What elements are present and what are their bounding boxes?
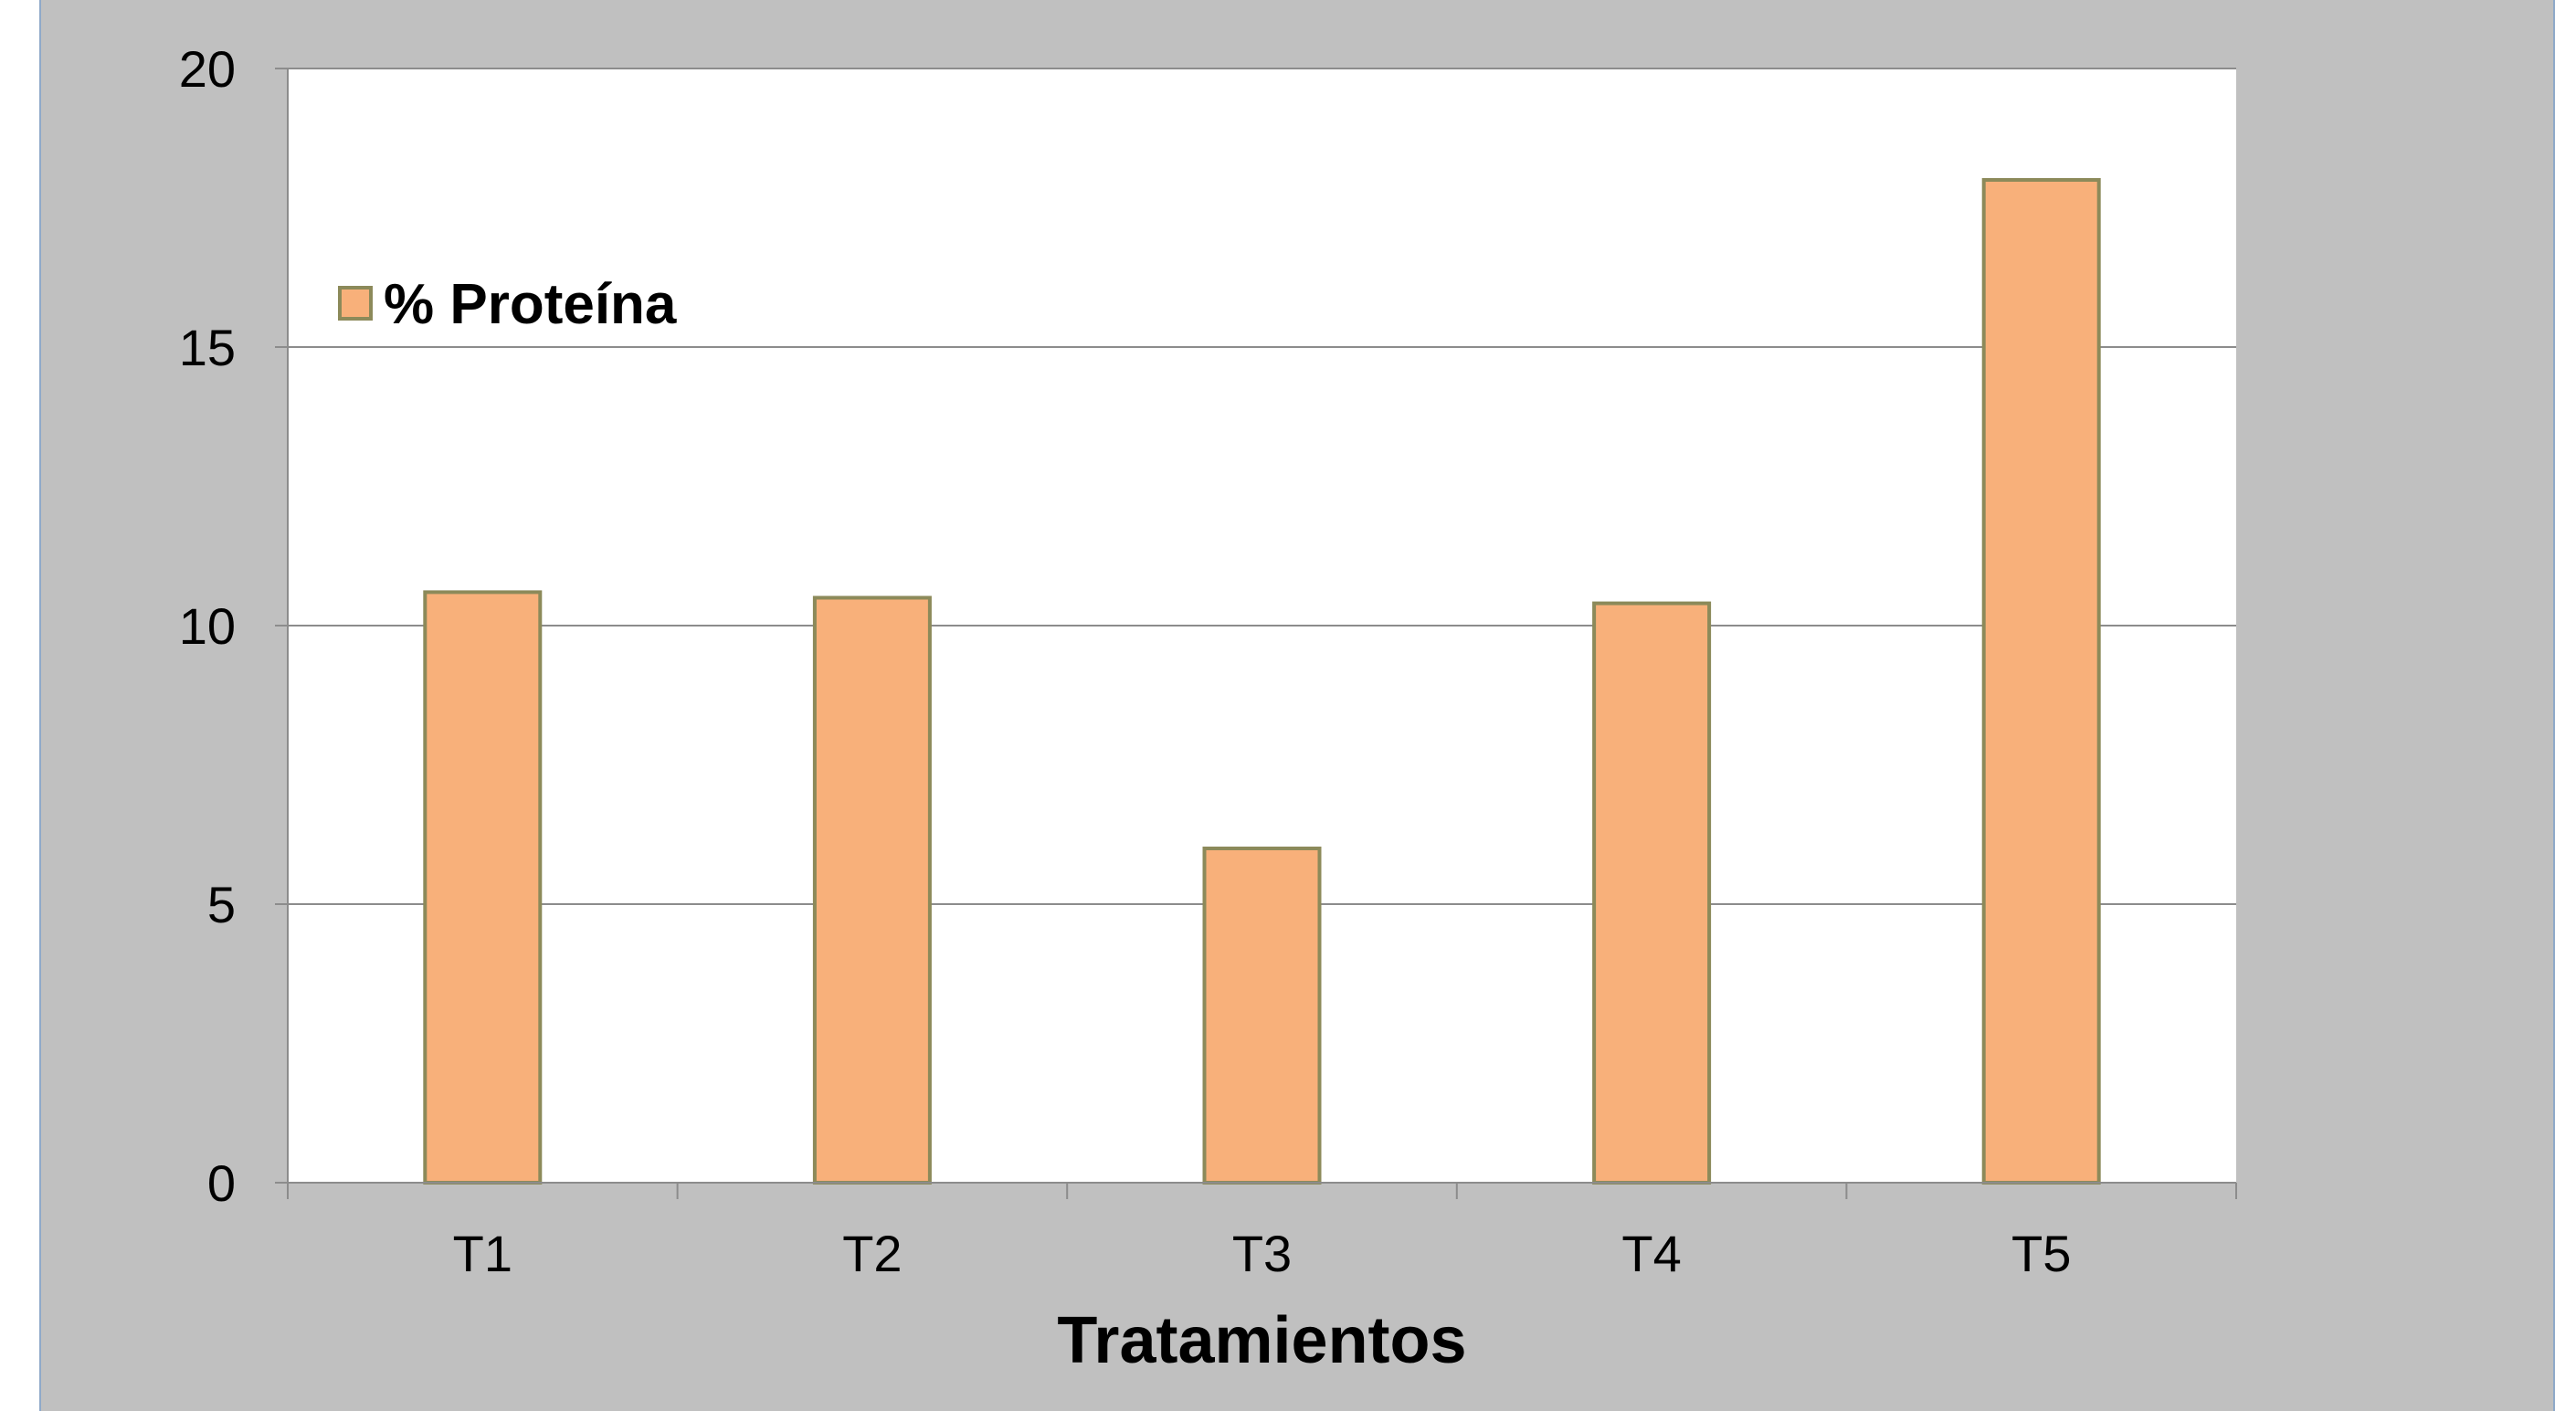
y-tick-label: 10	[179, 597, 236, 655]
y-tick-label: 20	[179, 40, 236, 98]
y-tick-label: 15	[179, 319, 236, 376]
y-tick-labels: 0 5 10 15 20	[179, 40, 236, 1212]
bar-t2	[812, 595, 932, 1185]
axes	[287, 68, 2237, 1199]
x-tick-label: T5	[2011, 1225, 2071, 1282]
gridlines	[275, 68, 2236, 1184]
bar-t5	[1981, 178, 2101, 1185]
x-tick-label: T4	[1621, 1225, 1681, 1282]
legend: % Proteína	[338, 273, 677, 336]
bar-t1	[423, 590, 543, 1185]
x-tick-label: T1	[453, 1225, 512, 1282]
y-tick-label: 5	[207, 876, 236, 933]
x-tick-labels: T1 T2 T3 T4 T5	[453, 1225, 2072, 1282]
legend-label: % Proteína	[384, 273, 677, 336]
bars	[423, 178, 2101, 1185]
y-tick-label: 0	[207, 1154, 236, 1212]
bar-t4	[1592, 601, 1712, 1185]
x-tick-label: T3	[1232, 1225, 1292, 1282]
x-axis-title: Tratamientos	[1057, 1304, 1466, 1377]
bar-t3	[1202, 847, 1322, 1185]
legend-swatch	[338, 286, 373, 321]
x-tick-label: T2	[842, 1225, 902, 1282]
